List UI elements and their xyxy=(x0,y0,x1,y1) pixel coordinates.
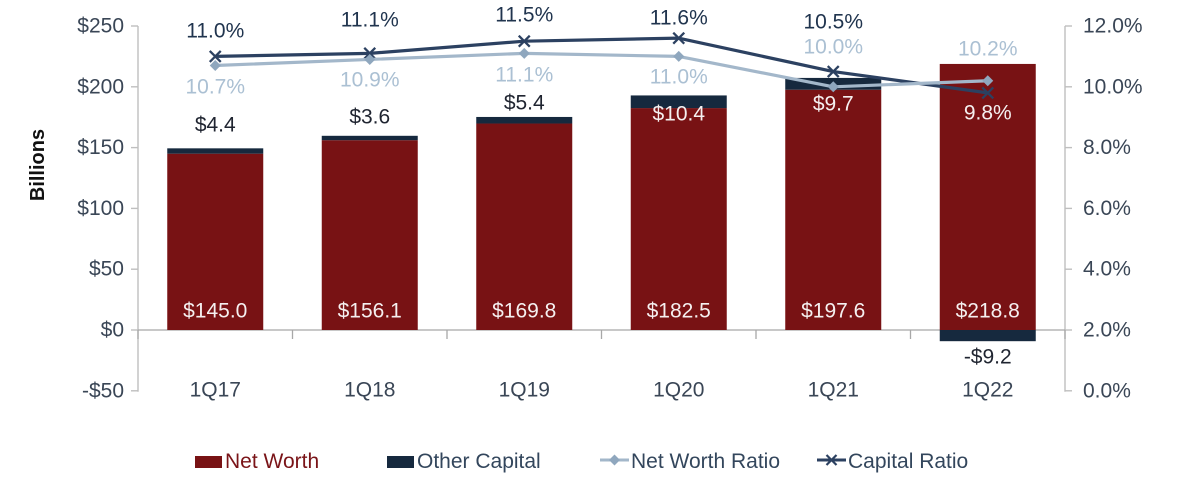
x-marker-icon xyxy=(981,86,995,100)
label-capital-ratio-1Q17: 11.0% xyxy=(186,20,244,43)
diamond-marker-icon xyxy=(364,53,376,65)
net-worth-ratio-line-icon xyxy=(600,453,629,472)
label-capital-ratio-1Q21: 10.5% xyxy=(803,11,863,34)
label-capital-ratio-1Q18: 11.1% xyxy=(341,9,399,32)
legend-item-capital-ratio: Capital Ratio xyxy=(817,448,968,476)
x-marker-icon xyxy=(826,65,840,78)
bar-other-capital-1Q20 xyxy=(630,95,727,109)
x-marker-icon xyxy=(363,47,377,60)
label-capital-ratio-1Q22: 9.8% xyxy=(964,102,1012,125)
x-axis-label-1Q20: 1Q20 xyxy=(653,379,704,402)
left-axis-tick-label: $50 xyxy=(89,258,124,281)
diamond-marker-icon xyxy=(518,47,530,59)
right-axis-tick-label: 4.0% xyxy=(1083,258,1131,281)
legend-label-other-capital: Other Capital xyxy=(417,450,541,473)
bar-net-worth-1Q18 xyxy=(321,140,418,330)
diamond-marker-icon xyxy=(827,81,839,93)
label-other-capital-1Q17: $4.4 xyxy=(195,114,236,137)
legend-label-capital-ratio: Capital Ratio xyxy=(848,450,969,473)
left-axis-tick-label: $200 xyxy=(77,75,124,98)
label-net-worth-1Q20: $182.5 xyxy=(647,300,711,323)
diamond-marker-icon xyxy=(673,50,685,62)
bar-other-capital-1Q19 xyxy=(476,116,573,124)
label-net-worth-ratio-1Q20: 11.0% xyxy=(650,66,708,89)
label-net-worth-ratio-1Q21: 10.0% xyxy=(803,36,863,59)
other-capital-swatch-icon xyxy=(387,456,414,468)
label-net-worth-ratio-1Q22: 10.2% xyxy=(958,38,1018,61)
bars-group xyxy=(167,63,1036,342)
bar-net-worth-1Q20 xyxy=(630,108,727,330)
left-axis-tick-label: $100 xyxy=(77,197,124,220)
diamond-marker-icon xyxy=(982,75,994,87)
x-marker-icon xyxy=(517,34,531,48)
label-other-capital-1Q19: $5.4 xyxy=(504,92,545,115)
label-capital-ratio-1Q20: 11.6% xyxy=(650,7,708,30)
bar-net-worth-1Q19 xyxy=(476,123,573,331)
right-axis-tick-label: 6.0% xyxy=(1083,197,1131,220)
legend-label-net-worth: Net Worth xyxy=(225,450,320,473)
legend-item-net-worth-ratio: Net Worth Ratio xyxy=(600,448,780,476)
right-axis-tick-label: 10.0% xyxy=(1083,75,1143,98)
chart-legend: Net Worth Other Capital Net Worth Ratio xyxy=(0,448,1200,478)
legend-item-net-worth: Net Worth xyxy=(195,448,319,476)
right-axis-tick-label: 8.0% xyxy=(1083,136,1131,159)
right-axis-tick-label: 2.0% xyxy=(1083,319,1131,342)
legend-item-other-capital: Other Capital xyxy=(387,448,541,476)
label-net-worth-1Q17: $145.0 xyxy=(183,300,247,323)
label-net-worth-1Q22: $218.8 xyxy=(956,300,1020,323)
label-other-capital-1Q21: $9.7 xyxy=(813,93,854,116)
label-other-capital-1Q18: $3.6 xyxy=(349,106,390,129)
line-capital-ratio xyxy=(215,36,988,95)
x-axis-label-1Q21: 1Q21 xyxy=(808,379,859,402)
bar-net-worth-1Q17 xyxy=(167,153,264,330)
x-marker-icon xyxy=(208,50,222,63)
left-axis-tick-label: $250 xyxy=(77,15,124,38)
bar-net-worth-1Q21 xyxy=(785,89,882,330)
bar-net-worth-1Q22 xyxy=(939,63,1036,330)
label-net-worth-1Q19: $169.8 xyxy=(492,300,556,323)
left-axis-tick-label: $0 xyxy=(101,319,124,342)
right-axis-tick-label: 0.0% xyxy=(1083,379,1131,402)
label-net-worth-ratio-1Q18: 10.9% xyxy=(340,69,400,92)
bar-other-capital-1Q18 xyxy=(321,135,418,141)
capital-ratio-line-icon xyxy=(817,453,846,472)
legend-label-net-worth-ratio: Net Worth Ratio xyxy=(631,450,780,473)
label-net-worth-1Q18: $156.1 xyxy=(338,300,402,323)
x-axis-label-1Q17: 1Q17 xyxy=(190,379,241,402)
right-axis-tick-label: 12.0% xyxy=(1083,15,1143,38)
label-net-worth-ratio-1Q17: 10.7% xyxy=(185,76,245,99)
x-axis-label-1Q19: 1Q19 xyxy=(499,379,550,402)
left-axis-tick-label: -$50 xyxy=(82,379,124,402)
label-net-worth-ratio-1Q19: 11.1% xyxy=(495,64,553,87)
bar-other-capital-1Q17 xyxy=(167,148,264,154)
bar-other-capital-1Q22 xyxy=(939,330,1036,342)
line-net-worth-ratio xyxy=(215,51,988,89)
label-capital-ratio-1Q19: 11.5% xyxy=(495,4,553,27)
left-axis-tick-label: $150 xyxy=(77,136,124,159)
label-net-worth-1Q21: $197.6 xyxy=(801,300,865,323)
x-axis-label-1Q22: 1Q22 xyxy=(962,379,1013,402)
diamond-marker-icon xyxy=(209,60,221,72)
left-axis-title: Billions xyxy=(27,129,49,201)
label-other-capital-1Q22: -$9.2 xyxy=(964,346,1012,369)
x-marker-icon xyxy=(672,31,686,45)
net-worth-swatch-icon xyxy=(195,456,222,468)
x-axis-label-1Q18: 1Q18 xyxy=(344,379,395,402)
label-other-capital-1Q20: $10.4 xyxy=(652,103,705,126)
